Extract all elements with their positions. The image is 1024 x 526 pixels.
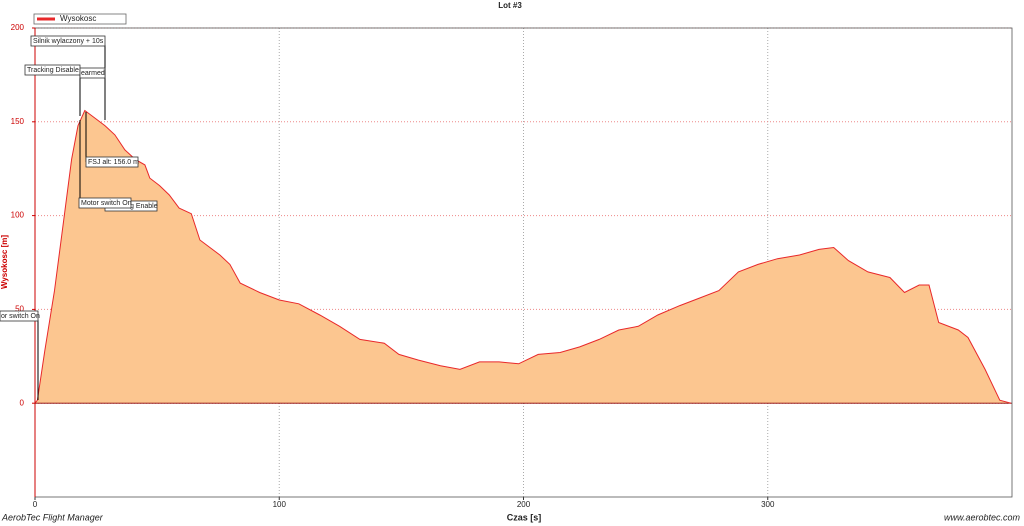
annotation-text: earmed xyxy=(81,70,105,77)
x-tick-label: 300 xyxy=(761,500,775,509)
footer-right: www.aerobtec.com xyxy=(944,512,1021,522)
x-tick-label: 100 xyxy=(273,500,287,509)
chart-title: Lot #3 xyxy=(498,1,522,10)
annotation-text: or switch On xyxy=(1,313,40,320)
legend: Wysokosc xyxy=(33,13,127,25)
annotation-text: Motor switch On xyxy=(81,200,132,207)
annotation: Motor switch On xyxy=(78,197,132,209)
annotation: Silnik wylaczony + 10s xyxy=(30,35,106,47)
x-tick-label: 0 xyxy=(33,500,38,509)
legend-box xyxy=(33,13,127,25)
y-tick-label: 0 xyxy=(20,398,25,407)
annotation-text: g Enable xyxy=(130,203,158,210)
annotation-text: FSJ alt: 156.0 m xyxy=(88,159,139,166)
x-axis-label: Czas [s] xyxy=(507,512,542,522)
area-fill xyxy=(35,110,1012,404)
legend-label: Wysokosc xyxy=(60,14,96,23)
annotation: earmed xyxy=(79,67,106,79)
plot-area: 0 100 200 300 0 50 100 150 200 xyxy=(11,23,1013,509)
annotations: Silnik wylaczony + 10s Tracking Disable … xyxy=(0,35,158,400)
annotation-text: Silnik wylaczony + 10s xyxy=(33,38,104,45)
annotation-text: Tracking Disable xyxy=(27,67,79,74)
y-tick-label: 200 xyxy=(11,23,25,32)
footer-left: AerobTec Flight Manager xyxy=(1,512,104,522)
y-axis-label: Wysokosc [m] xyxy=(0,235,9,289)
annotation: or switch On xyxy=(0,310,40,322)
area-line xyxy=(34,109,1012,404)
y-tick-label: 150 xyxy=(11,117,25,126)
annotation: FSJ alt: 156.0 m xyxy=(85,156,139,168)
y-tick-label: 100 xyxy=(11,211,25,220)
x-tick-label: 200 xyxy=(517,500,531,509)
annotation: Tracking Disable xyxy=(24,64,81,76)
y-tick-label: 50 xyxy=(15,305,24,314)
